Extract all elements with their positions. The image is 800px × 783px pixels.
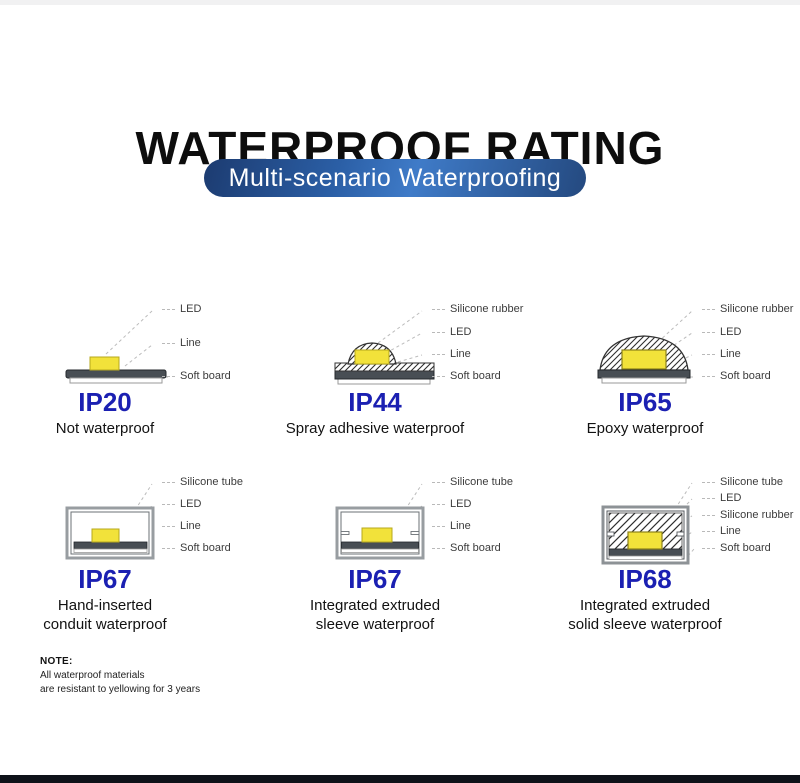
card-titles: IP20 Not waterproof	[0, 388, 230, 438]
note-heading: NOTE:	[40, 656, 73, 667]
ip-rating: IP68	[618, 564, 672, 594]
component-label: LED	[702, 492, 741, 505]
ip-rating: IP20	[78, 387, 132, 417]
component-label: Silicone rubber	[702, 303, 793, 316]
ip65-strip-diagram	[597, 310, 695, 384]
component-label: Soft board	[432, 542, 501, 555]
ip20-strip-diagram	[65, 310, 168, 384]
card-caption: Integrated extruded sleeve waterproof	[309, 597, 441, 633]
card-titles: IP67 Hand-inserted conduit waterproof	[0, 565, 230, 634]
card-caption: Epoxy waterproof	[586, 420, 704, 437]
card-titles: IP44 Spray adhesive waterproof	[250, 388, 500, 438]
card-caption: Hand-inserted conduit waterproof	[43, 597, 167, 633]
ip44-strip-diagram	[334, 310, 435, 385]
component-label: Soft board	[432, 370, 501, 383]
subtitle-text: Multi-scenario Waterproofing	[228, 163, 562, 192]
ip67-conduit-diagram: Silicone tube LED Line Soft board	[40, 472, 290, 572]
card-caption: Integrated extruded solid sleeve waterpr…	[568, 597, 722, 633]
ip67-sleeve-strip-diagram	[335, 483, 425, 560]
ip68-diagram: Silicone tube LED Silicone rubber Line S…	[580, 472, 800, 572]
component-label: Line	[432, 520, 471, 533]
card-titles: IP67 Integrated extruded sleeve waterpro…	[250, 565, 500, 634]
card-titles: IP68 Integrated extruded solid sleeve wa…	[520, 565, 770, 634]
note-block: NOTE: All waterproof materials are resis…	[40, 656, 200, 697]
component-label: Silicone tube	[702, 476, 783, 489]
card-ip67-conduit: Silicone tube LED Line Soft board IP67 H…	[40, 472, 290, 642]
card-ip65: Silicone rubber LED Line Soft board IP65…	[580, 298, 800, 468]
ip-rating: IP44	[348, 387, 402, 417]
card-caption: Not waterproof	[55, 420, 155, 437]
component-label: Line	[432, 348, 471, 361]
component-label: Soft board	[162, 370, 231, 383]
ip68-strip-diagram	[601, 482, 695, 565]
component-label: Line	[702, 525, 741, 538]
ip-rating: IP67	[348, 564, 402, 594]
component-label: Silicone rubber	[702, 509, 793, 522]
subtitle-banner: Multi-scenario Waterproofing	[204, 159, 586, 197]
component-label: LED	[162, 498, 201, 511]
card-caption: Spray adhesive waterproof	[285, 420, 465, 437]
component-label: Soft board	[702, 542, 771, 555]
component-label: Line	[162, 520, 201, 533]
ip20-diagram: LED Line Soft board	[40, 298, 290, 398]
ip44-diagram: Silicone rubber LED Line Soft board	[310, 298, 560, 398]
card-titles: IP65 Epoxy waterproof	[520, 388, 770, 438]
component-label: Line	[702, 348, 741, 361]
ip-rating: IP65	[618, 387, 672, 417]
component-label: Silicone tube	[432, 476, 513, 489]
ip65-diagram: Silicone rubber LED Line Soft board	[580, 298, 800, 398]
ip-rating: IP67	[78, 564, 132, 594]
component-label: LED	[432, 326, 471, 339]
bottom-bar	[0, 775, 800, 783]
component-label: LED	[162, 303, 201, 316]
ip67-sleeve-diagram: Silicone tube LED Line Soft board	[310, 472, 560, 572]
component-label: Silicone rubber	[432, 303, 523, 316]
card-ip20: LED Line Soft board IP20 Not waterproof	[40, 298, 290, 468]
card-ip67-sleeve: Silicone tube LED Line Soft board IP67 I…	[310, 472, 560, 642]
component-label: Soft board	[702, 370, 771, 383]
component-label: Soft board	[162, 542, 231, 555]
card-ip44: Silicone rubber LED Line Soft board IP44…	[286, 298, 560, 468]
note-body: All waterproof materials are resistant t…	[40, 670, 201, 695]
component-label: Line	[162, 337, 201, 350]
top-strip	[0, 0, 800, 5]
component-label: Silicone tube	[162, 476, 243, 489]
component-label: LED	[702, 326, 741, 339]
ip67-conduit-strip-diagram	[65, 483, 155, 560]
card-ip68: Silicone tube LED Silicone rubber Line S…	[568, 472, 800, 642]
component-label: LED	[432, 498, 471, 511]
